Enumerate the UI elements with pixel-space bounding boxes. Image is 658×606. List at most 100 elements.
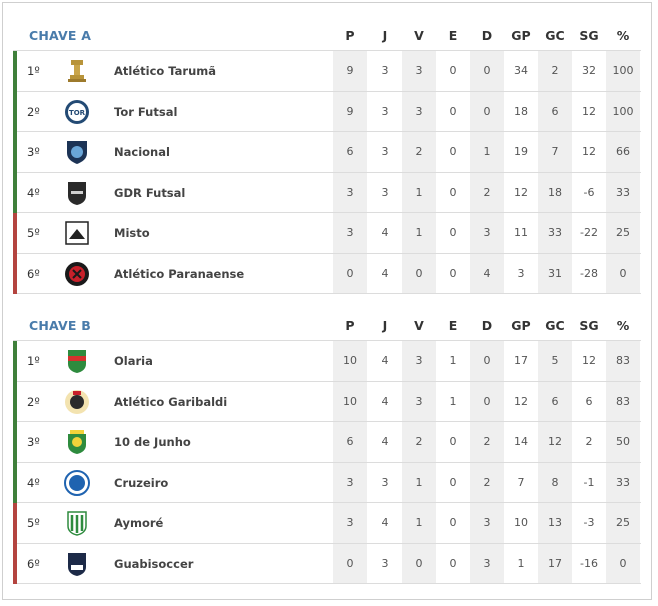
column-header-p[interactable]: P	[345, 318, 355, 333]
stat-gc: 6	[538, 91, 572, 131]
stat-gp: 17	[514, 354, 528, 367]
position: 2º	[27, 104, 40, 119]
stat-sg: -28	[580, 266, 598, 280]
stat-e: 0	[449, 435, 457, 448]
team-name[interactable]: Atlético Tarumã	[114, 64, 217, 78]
column-header-pct[interactable]: %	[616, 28, 630, 43]
team-name[interactable]: Tor Futsal	[114, 104, 178, 119]
column-header-j[interactable]: J	[382, 28, 388, 43]
stat-j: 3	[381, 145, 389, 158]
stat-gp: 3	[517, 266, 525, 280]
elimination-zone-bar	[13, 213, 17, 254]
column-header-pct[interactable]: %	[616, 318, 630, 333]
stat-pct: 33	[606, 462, 640, 502]
stat-sg: -16	[580, 556, 598, 570]
stat-gp: 14	[514, 435, 528, 448]
stat-gc: 2	[538, 51, 572, 91]
stat-d: 1	[470, 132, 504, 172]
stat-d: 0	[470, 51, 504, 91]
column-header-sg[interactable]: SG	[579, 318, 599, 333]
column-header-e[interactable]: E	[448, 28, 458, 43]
table-row[interactable]: 6º Guabisoccer 0 3 0 0 3 1 17 -16 0	[13, 543, 641, 584]
team-name[interactable]: Misto	[114, 226, 150, 240]
atletico-garibaldi-crest-icon	[63, 388, 91, 416]
atletico-taruma-crest-icon	[63, 57, 91, 85]
stat-j: 4	[381, 226, 389, 239]
table-row[interactable]: 4º GDR Futsal 3 3 1 0 2 12 18 -6 33	[13, 172, 641, 213]
team-name[interactable]: 10 de Junho	[114, 435, 191, 449]
stat-pct: 0	[606, 253, 640, 293]
misto-crest-icon	[63, 219, 91, 247]
stat-v: 1	[402, 172, 436, 212]
stat-v: 3	[402, 91, 436, 131]
stat-gp: 1	[517, 556, 525, 570]
position: 2º	[27, 394, 40, 409]
stat-e: 0	[449, 556, 457, 570]
table-row[interactable]: 1º Olaria 10 4 3 1 0 17 5 12 83	[13, 341, 641, 382]
stat-p: 9	[333, 51, 367, 91]
stat-sg: -6	[583, 185, 595, 199]
stat-j: 3	[381, 64, 389, 77]
stat-v: 1	[402, 213, 436, 253]
qualification-zone-bar	[13, 462, 17, 503]
table-row[interactable]: 2º TOR Tor Futsal 9 3 3 0 0 18 6 12 100	[13, 91, 641, 132]
table-row[interactable]: 4º Cruzeiro 3 3 1 0 2 7 8 -1 33	[13, 462, 641, 503]
group-title: CHAVE B	[29, 318, 91, 333]
stat-e: 0	[449, 185, 457, 199]
team-name[interactable]: Atlético Paranaense	[114, 266, 245, 281]
elimination-zone-bar	[13, 543, 17, 584]
team-name[interactable]: Cruzeiro	[114, 475, 169, 490]
team-name[interactable]: Atlético Garibaldi	[114, 394, 228, 409]
stat-j: 4	[381, 354, 389, 367]
column-header-d[interactable]: D	[481, 318, 493, 333]
stat-p: 0	[333, 253, 367, 293]
qualification-zone-bar	[13, 422, 17, 463]
stat-p: 3	[333, 213, 367, 253]
stat-gp: 11	[514, 226, 528, 239]
team-name[interactable]: Nacional	[114, 145, 170, 159]
stat-sg: 6	[585, 394, 593, 408]
team-name[interactable]: GDR Futsal	[114, 185, 186, 200]
stat-sg: 12	[582, 104, 596, 118]
table-row[interactable]: 3º Nacional 6 3 2 0 1 19 7 12 66	[13, 132, 641, 173]
column-header-e[interactable]: E	[448, 318, 458, 333]
column-header-v[interactable]: V	[414, 28, 424, 43]
stat-gp: 34	[514, 64, 528, 77]
column-header-gc[interactable]: GC	[545, 28, 565, 43]
stat-e: 0	[449, 145, 457, 158]
stat-sg: 12	[582, 354, 596, 367]
table-row[interactable]: 2º Atlético Garibaldi 10 4 3 1 0 12 6 6 83	[13, 381, 641, 422]
group-a-table: CHAVE A P J V E D GP GC SG% 1º Atlético Tarumã 9 3 3 0…	[13, 8, 641, 294]
table-row[interactable]: 5º Misto 3 4 1 0 3 11 33 -22 25	[13, 213, 641, 254]
column-header-d[interactable]: D	[481, 28, 493, 43]
stat-j: 3	[381, 185, 389, 199]
stat-p: 0	[333, 543, 367, 583]
stat-v: 3	[402, 51, 436, 91]
table-row[interactable]: 5º Aymoré 3 4 1 0 3 10 13 -3 25	[13, 503, 641, 544]
table-row[interactable]: 6º Atlético Paranaense 0 4 0 0 4 3 31 -28 0	[13, 253, 641, 294]
stat-gc: 6	[538, 381, 572, 421]
team-name[interactable]: Aymoré	[114, 516, 164, 530]
elimination-zone-bar	[13, 253, 17, 294]
qualification-zone-bar	[13, 132, 17, 173]
column-header-v[interactable]: V	[414, 318, 424, 333]
stat-v: 2	[402, 422, 436, 462]
team-name[interactable]: Guabisoccer	[114, 556, 194, 571]
stat-gp: 12	[514, 185, 528, 199]
stat-sg: 32	[582, 64, 596, 77]
stat-v: 0	[402, 253, 436, 293]
column-header-gp[interactable]: GP	[511, 318, 531, 333]
column-header-j[interactable]: J	[382, 318, 388, 333]
stat-j: 3	[381, 104, 389, 118]
team-name[interactable]: Olaria	[114, 354, 153, 368]
column-header-sg[interactable]: SG	[579, 28, 599, 43]
table-row[interactable]: 3º 10 de Junho 6 4 2 0 2 14 12 2 50	[13, 422, 641, 463]
table-row[interactable]: 1º Atlético Tarumã 9 3 3 0 0 34 2 32 100	[13, 51, 641, 92]
stat-v: 1	[402, 462, 436, 502]
position: 3º	[27, 435, 40, 449]
column-header-gp[interactable]: GP	[511, 28, 531, 43]
column-header-gc[interactable]: GC	[545, 318, 565, 333]
qualification-zone-bar	[13, 341, 17, 382]
gdr-futsal-crest-icon	[63, 179, 91, 207]
column-header-p[interactable]: P	[345, 28, 355, 43]
